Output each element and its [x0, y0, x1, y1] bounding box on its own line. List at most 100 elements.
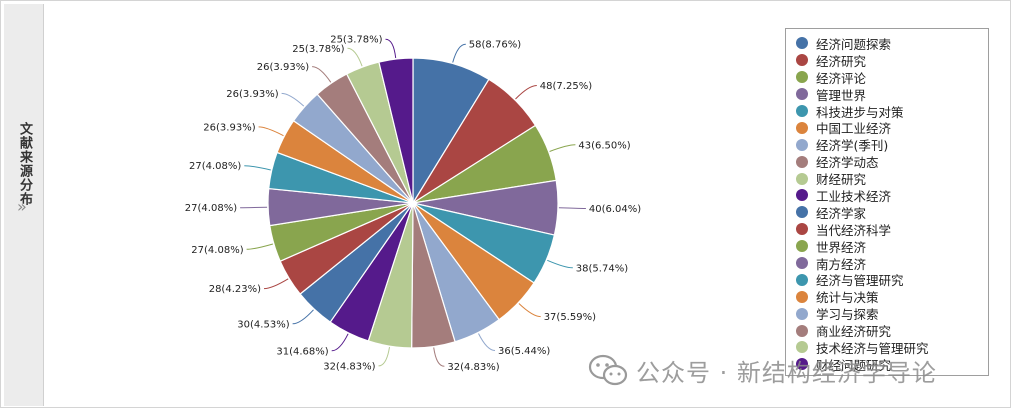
data-label: 32(4.83%)	[447, 362, 499, 373]
leader-line	[385, 38, 397, 59]
legend-item[interactable]: 商业经济研究	[796, 322, 988, 339]
legend-item[interactable]: 技术经济与管理研究	[796, 339, 988, 356]
leader-line	[292, 309, 314, 325]
leader-line	[263, 278, 289, 290]
double-chevron-right-icon[interactable]: »	[17, 197, 27, 216]
data-label: 25(3.78%)	[292, 44, 344, 55]
legend-label: 财经问题研究	[816, 357, 892, 373]
pie-slice[interactable]	[378, 57, 414, 204]
leader-lines	[240, 38, 586, 367]
legend-item[interactable]: 世界经济	[796, 238, 988, 255]
leader-line	[244, 165, 271, 171]
legend-item[interactable]: 科技进步与对策	[796, 103, 988, 120]
leader-line	[312, 66, 332, 83]
legend-item[interactable]: 学习与探索	[796, 305, 988, 322]
leader-line	[258, 126, 284, 137]
data-label: 37(5.59%)	[544, 312, 596, 323]
data-label: 58(8.76%)	[469, 40, 521, 51]
legend-marker	[796, 206, 808, 219]
legend-item[interactable]: 经济评论	[796, 69, 988, 86]
legend-label: 经济评论	[816, 70, 867, 86]
legend-item[interactable]: 经济问题探索	[796, 35, 988, 52]
leader-line	[452, 43, 466, 63]
watermark-text: 公众号 · 新结构经济学导论	[636, 358, 937, 387]
legend-marker	[796, 172, 808, 185]
leader-line	[478, 333, 496, 351]
legend-label: 当代经济科学	[816, 222, 892, 238]
legend-marker	[796, 105, 808, 117]
legend-marker	[796, 71, 808, 84]
data-label: 26(3.93%)	[257, 62, 309, 73]
legend-label: 南方经济	[816, 256, 867, 272]
legend-item[interactable]: 财经问题研究	[796, 356, 988, 373]
sidebar-title: 文献来源分布	[17, 122, 32, 206]
legend-marker	[796, 324, 808, 337]
data-labels: 58(8.76%) 48(7.25%) 43(6.50%) 40(6.04%) 38(5…	[185, 35, 641, 373]
legend-label: 财经研究	[816, 172, 867, 188]
legend-marker	[796, 54, 808, 67]
data-label: 36(5.44%)	[498, 346, 550, 357]
legend-marker	[796, 240, 808, 253]
legend-marker	[796, 121, 808, 134]
legend-label: 商业经济研究	[816, 324, 892, 340]
legend-item[interactable]: 工业技术经济	[796, 187, 988, 204]
legend-label: 经济与管理研究	[816, 273, 904, 289]
legend-item[interactable]: 经济研究	[796, 52, 988, 69]
legend-marker	[796, 138, 808, 151]
data-label: 28(4.23%)	[209, 284, 261, 295]
legend-label: 经济学家	[816, 205, 867, 221]
legend-label: 管理世界	[816, 87, 867, 103]
legend-item[interactable]: 经济学(季刊)	[796, 136, 988, 153]
legend-marker	[796, 189, 808, 202]
legend-label: 经济学动态	[816, 155, 879, 171]
legend-label: 统计与决策	[816, 290, 879, 306]
legend-marker	[796, 88, 808, 101]
legend-marker	[796, 223, 808, 236]
pie-slices	[267, 57, 559, 349]
leader-line	[378, 347, 390, 367]
sidebar-tab[interactable]: 文献来源分布 »	[4, 4, 44, 406]
legend-marker	[796, 273, 808, 286]
legend-item[interactable]: 南方经济	[796, 255, 988, 272]
data-label: 40(6.04%)	[589, 204, 641, 215]
legend-item[interactable]: 中国工业经济	[796, 119, 988, 136]
leader-line	[518, 303, 541, 318]
legend-label: 经济研究	[816, 53, 867, 69]
legend-label: 中国工业经济	[816, 121, 892, 137]
legend-label: 世界经济	[816, 239, 867, 255]
legend-label: 技术经济与管理研究	[816, 340, 929, 356]
legend-item[interactable]: 统计与决策	[796, 288, 988, 305]
leader-line	[347, 47, 363, 67]
legend-label: 经济问题探索	[816, 36, 892, 52]
leader-line	[549, 144, 576, 152]
data-label: 48(7.25%)	[540, 81, 592, 92]
leader-line	[547, 259, 573, 269]
leader-line	[331, 333, 349, 352]
legend-label: 学习与探索	[816, 307, 879, 323]
watermark: 公众号 · 新结构经济学导论	[588, 352, 937, 388]
leader-line	[240, 206, 268, 209]
legend-label: 科技进步与对策	[816, 104, 904, 120]
leader-line	[515, 85, 537, 100]
legend-marker	[796, 257, 808, 270]
legend-marker	[796, 37, 808, 50]
data-label: 27(4.08%)	[189, 161, 241, 172]
legend-marker	[796, 358, 808, 371]
data-label: 30(4.53%)	[237, 319, 289, 330]
legend-item[interactable]: 经济学家	[796, 204, 988, 221]
legend: 经济问题探索 经济研究 经济评论 管理世界 科技进步与对策 中国工业经济 经济学(季刊) 经济…	[785, 28, 989, 376]
data-label: 38(5.74%)	[576, 263, 628, 274]
legend-item[interactable]: 管理世界	[796, 86, 988, 103]
data-label: 26(3.93%)	[226, 89, 278, 100]
legend-item[interactable]: 经济学动态	[796, 153, 988, 170]
leader-line	[558, 207, 586, 209]
legend-item[interactable]: 经济与管理研究	[796, 271, 988, 288]
legend-item[interactable]: 财经研究	[796, 170, 988, 187]
legend-marker	[796, 290, 808, 303]
legend-item[interactable]: 当代经济科学	[796, 221, 988, 238]
leader-line	[281, 92, 305, 107]
data-label: 27(4.08%)	[191, 245, 243, 256]
legend-marker	[796, 307, 808, 320]
data-label: 31(4.68%)	[276, 346, 328, 357]
